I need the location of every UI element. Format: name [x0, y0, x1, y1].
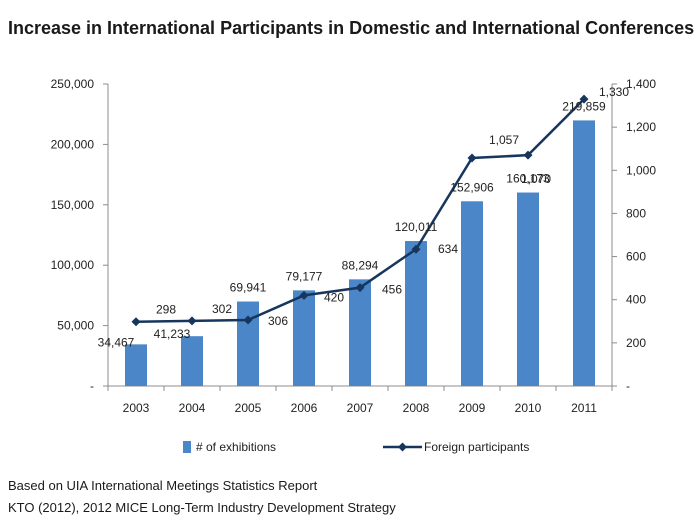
- right-axis-tick-label: 600: [626, 250, 646, 264]
- line-marker-2007: [355, 283, 365, 293]
- source-note-2: KTO (2012), 2012 MICE Long-Term Industry…: [8, 500, 396, 515]
- bar-value-label: 160,173: [506, 172, 550, 186]
- left-axis-tick-label: -: [90, 379, 94, 393]
- bar-2010: [517, 192, 539, 386]
- bar-2004: [181, 336, 203, 386]
- x-axis-tick-label: 2008: [403, 401, 430, 415]
- line-marker-2003: [131, 317, 141, 327]
- legend-bar-swatch: [183, 441, 191, 453]
- bar-2008: [405, 241, 427, 386]
- x-axis-tick-label: 2011: [571, 401, 597, 415]
- bar-2006: [293, 290, 315, 386]
- line-marker-2008: [411, 244, 421, 254]
- line-value-label: 306: [268, 314, 288, 328]
- x-axis-tick-label: 2003: [123, 401, 150, 415]
- bar-value-label: 152,906: [450, 180, 494, 194]
- line-marker-2011: [579, 94, 589, 104]
- line-value-label: 1,330: [599, 85, 629, 99]
- line-value-label: 1,070: [521, 172, 551, 186]
- left-axis-tick-label: 150,000: [51, 198, 95, 212]
- line-marker-2009: [467, 153, 477, 163]
- left-axis-tick-label: 50,000: [57, 319, 94, 333]
- right-axis-tick-label: 1,400: [626, 77, 656, 91]
- axes: -50,000100,000150,000200,000250,000-2004…: [51, 77, 657, 415]
- line-marker-2010: [523, 150, 533, 160]
- left-axis-tick-label: 100,000: [51, 258, 95, 272]
- right-axis-tick-label: -: [626, 379, 630, 393]
- bar-value-label: 34,467: [98, 335, 135, 349]
- bar-2011: [573, 120, 595, 386]
- bar-value-label: 69,941: [230, 281, 267, 295]
- line-value-label: 302: [212, 302, 232, 316]
- bar-series: [125, 120, 595, 386]
- chart-title: Increase in International Participants i…: [8, 18, 695, 38]
- bar-2007: [349, 279, 371, 386]
- line-marker-2006: [299, 290, 309, 300]
- bar-2009: [461, 201, 483, 386]
- line-marker-2005: [243, 315, 253, 325]
- left-axis-tick-label: 200,000: [51, 137, 95, 151]
- line-series: [131, 94, 589, 327]
- bar-value-label: 41,233: [154, 327, 191, 341]
- bar-value-label: 79,177: [286, 269, 323, 283]
- bar-value-label: 120,011: [395, 220, 438, 234]
- right-axis-tick-label: 1,000: [626, 163, 656, 177]
- line-marker-2004: [187, 316, 197, 326]
- legend-line-label: Foreign participants: [424, 440, 529, 454]
- line-value-label: 298: [156, 303, 176, 317]
- line-value-label: 456: [382, 283, 402, 297]
- legend-bar-label: # of exhibitions: [196, 440, 276, 454]
- x-axis-tick-label: 2006: [291, 401, 318, 415]
- x-axis-tick-label: 2010: [515, 401, 542, 415]
- bar-value-label: 219,859: [562, 99, 606, 113]
- chart-area: -50,000100,000150,000200,000250,000-2004…: [51, 77, 657, 454]
- right-axis-tick-label: 200: [626, 336, 646, 350]
- right-axis-tick-label: 1,200: [626, 120, 656, 134]
- source-note-1: Based on UIA International Meetings Stat…: [8, 478, 318, 493]
- line-value-label: 1,057: [489, 133, 519, 147]
- left-axis-tick-label: 250,000: [51, 77, 95, 91]
- bar-value-label: 88,294: [342, 258, 379, 272]
- right-axis-tick-label: 400: [626, 293, 646, 307]
- legend-line-marker: [398, 442, 407, 452]
- x-axis-tick-label: 2007: [347, 401, 374, 415]
- data-labels: 34,467 41,233 69,941 79,177 88,294 120,011 152…: [98, 85, 630, 349]
- line-value-label: 420: [324, 290, 344, 304]
- bar-2005: [237, 301, 259, 386]
- x-axis-tick-label: 2005: [235, 401, 262, 415]
- x-axis-tick-label: 2009: [459, 401, 486, 415]
- x-axis-tick-label: 2004: [179, 401, 206, 415]
- right-axis-tick-label: 800: [626, 206, 646, 220]
- legend: # of exhibitions Foreign participants: [183, 440, 529, 454]
- line-value-label: 634: [438, 242, 458, 256]
- bar-2003: [125, 344, 147, 386]
